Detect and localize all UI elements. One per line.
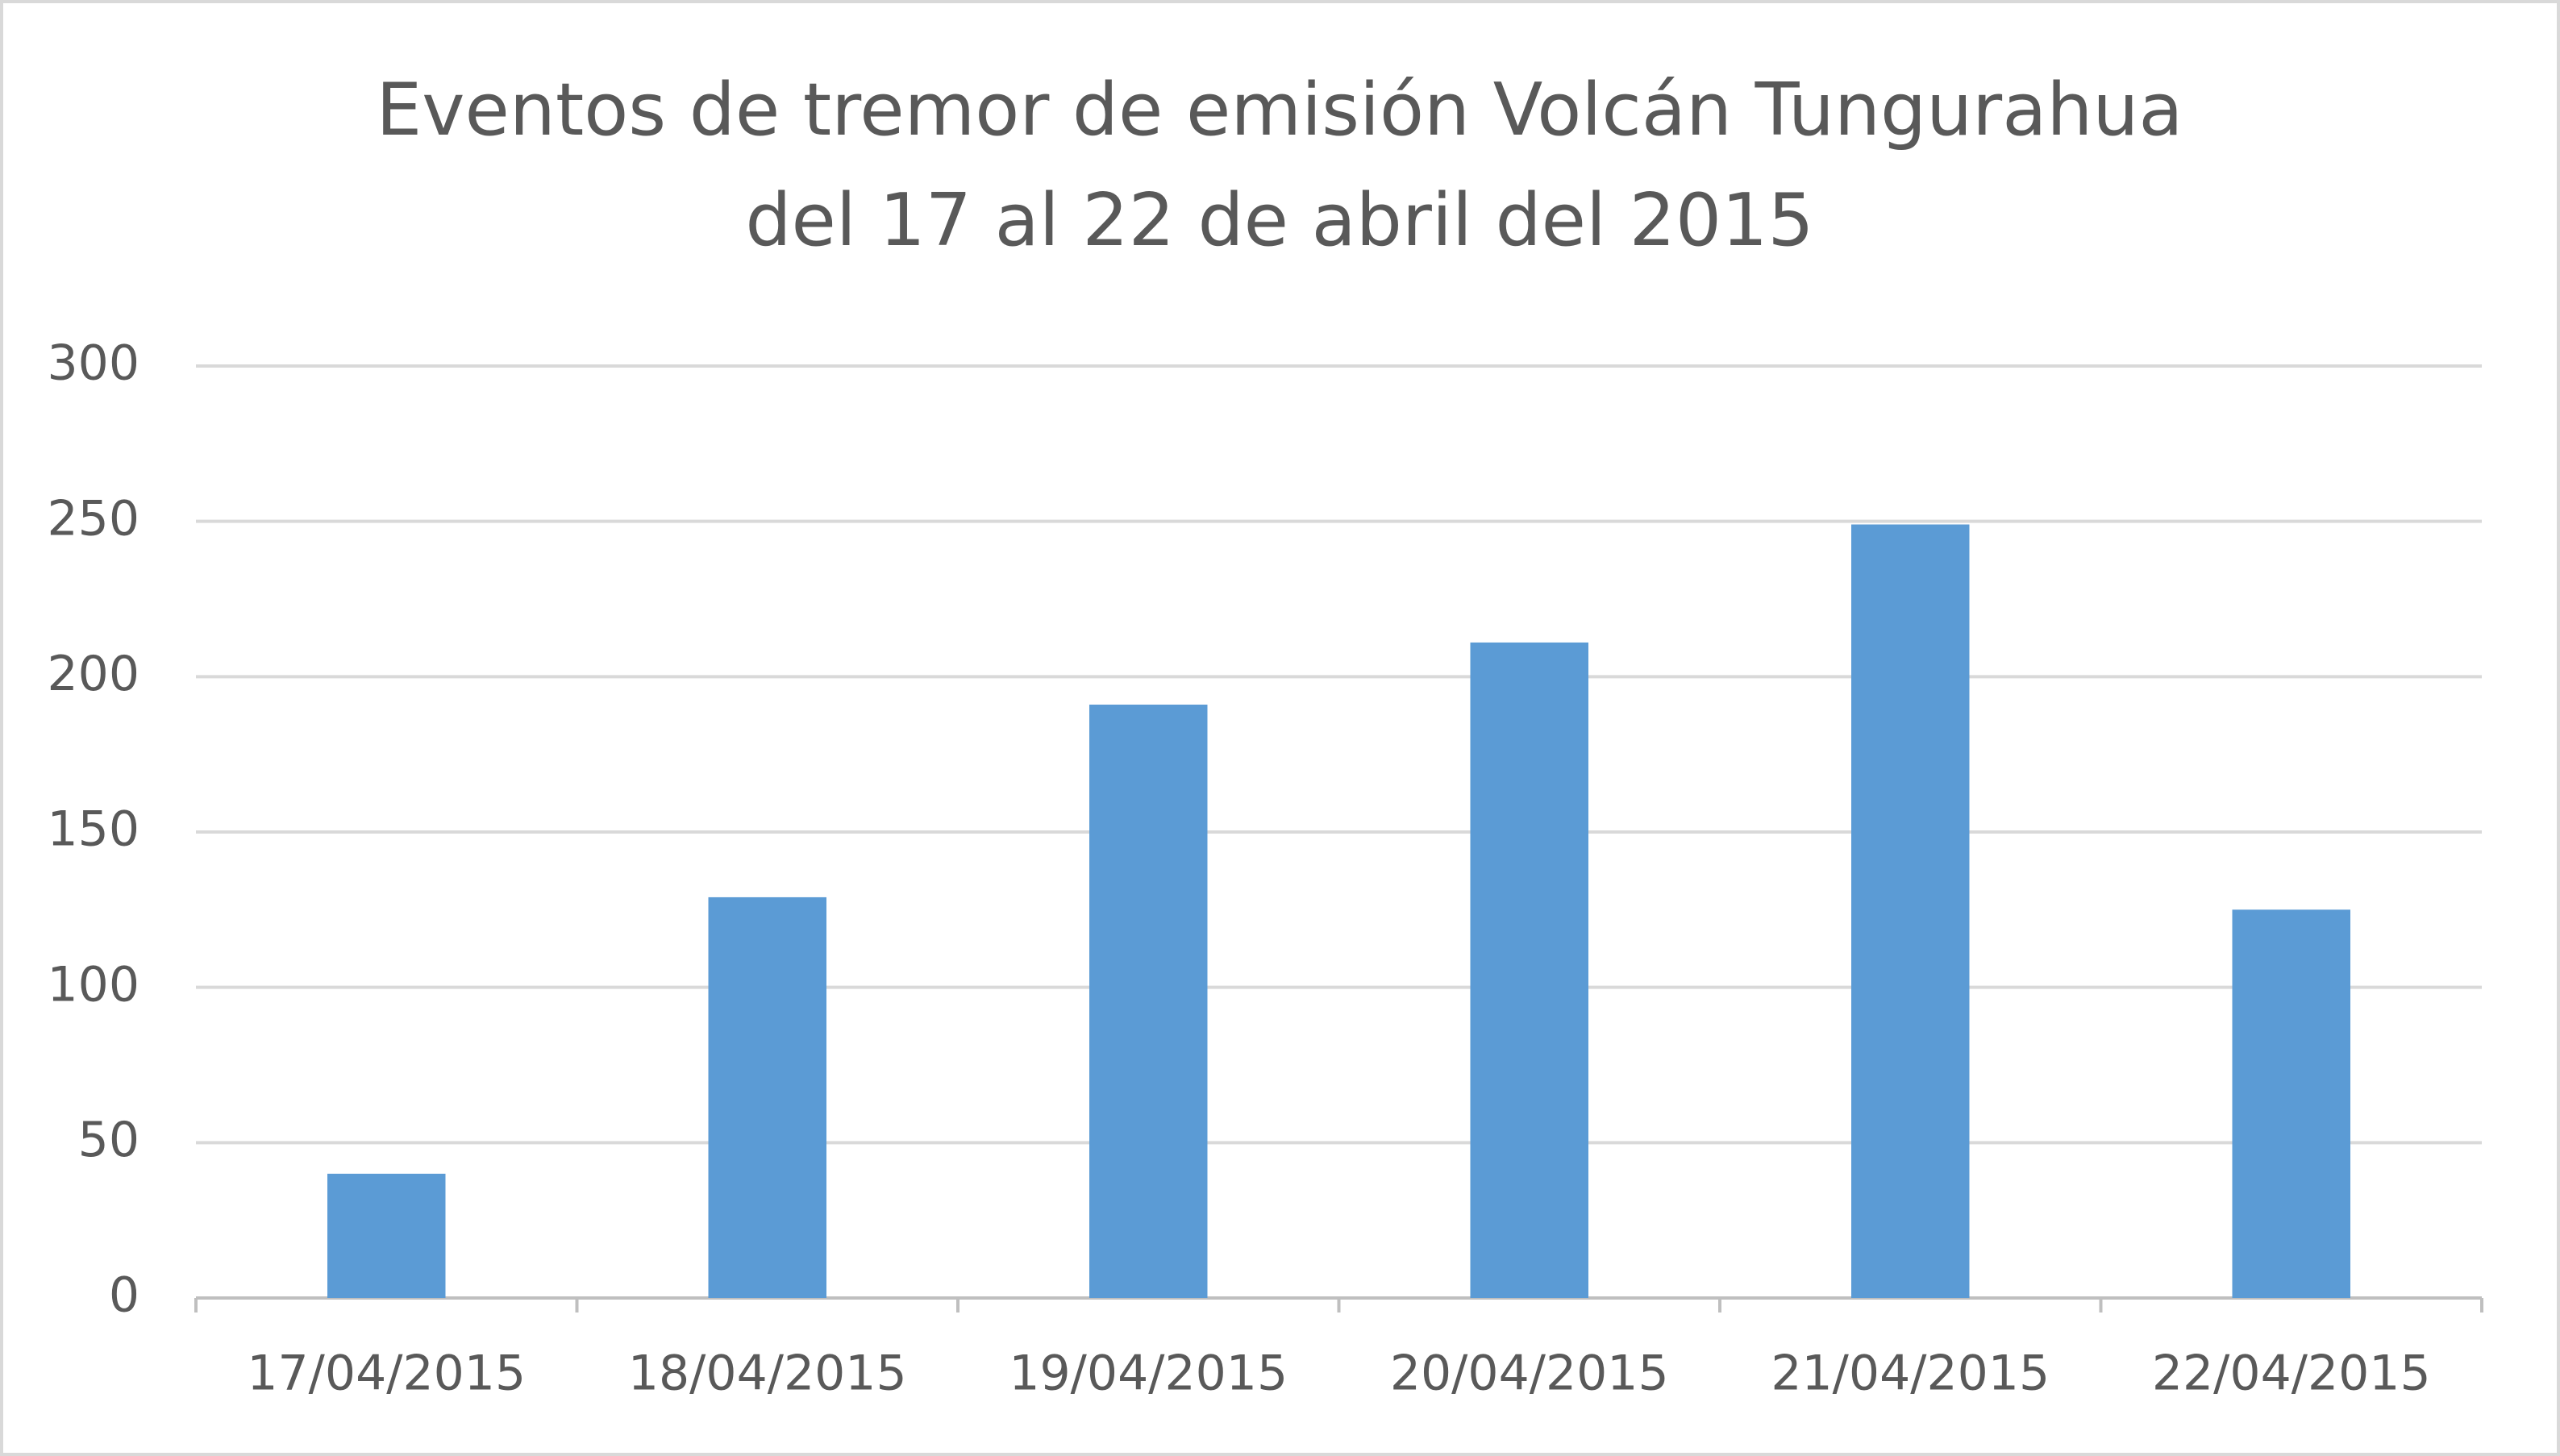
y-tick-label: 150 bbox=[47, 801, 139, 858]
x-tick-label: 20/04/2015 bbox=[1390, 1346, 1669, 1402]
bar bbox=[1470, 642, 1588, 1298]
x-tick-label: 19/04/2015 bbox=[1009, 1346, 1288, 1402]
y-tick-label: 250 bbox=[47, 490, 139, 547]
chart-title: del 17 al 22 de abril del 2015 bbox=[745, 178, 1813, 263]
x-tick-label: 22/04/2015 bbox=[2152, 1346, 2431, 1402]
x-tick-label: 18/04/2015 bbox=[628, 1346, 907, 1402]
y-tick-label: 300 bbox=[47, 335, 139, 392]
bar bbox=[2232, 909, 2350, 1298]
y-tick-label: 100 bbox=[47, 956, 139, 1013]
y-tick-label: 200 bbox=[47, 646, 139, 702]
bar bbox=[1851, 524, 1970, 1298]
y-tick-label: 50 bbox=[78, 1112, 139, 1168]
bar bbox=[1089, 705, 1208, 1298]
y-tick-label: 0 bbox=[109, 1267, 139, 1324]
x-tick-label: 17/04/2015 bbox=[247, 1346, 526, 1402]
x-tick-label: 21/04/2015 bbox=[1771, 1346, 2050, 1402]
bar bbox=[327, 1173, 446, 1298]
bar bbox=[708, 896, 826, 1298]
chart-title: Eventos de tremor de emisión Volcán Tung… bbox=[376, 68, 2183, 152]
